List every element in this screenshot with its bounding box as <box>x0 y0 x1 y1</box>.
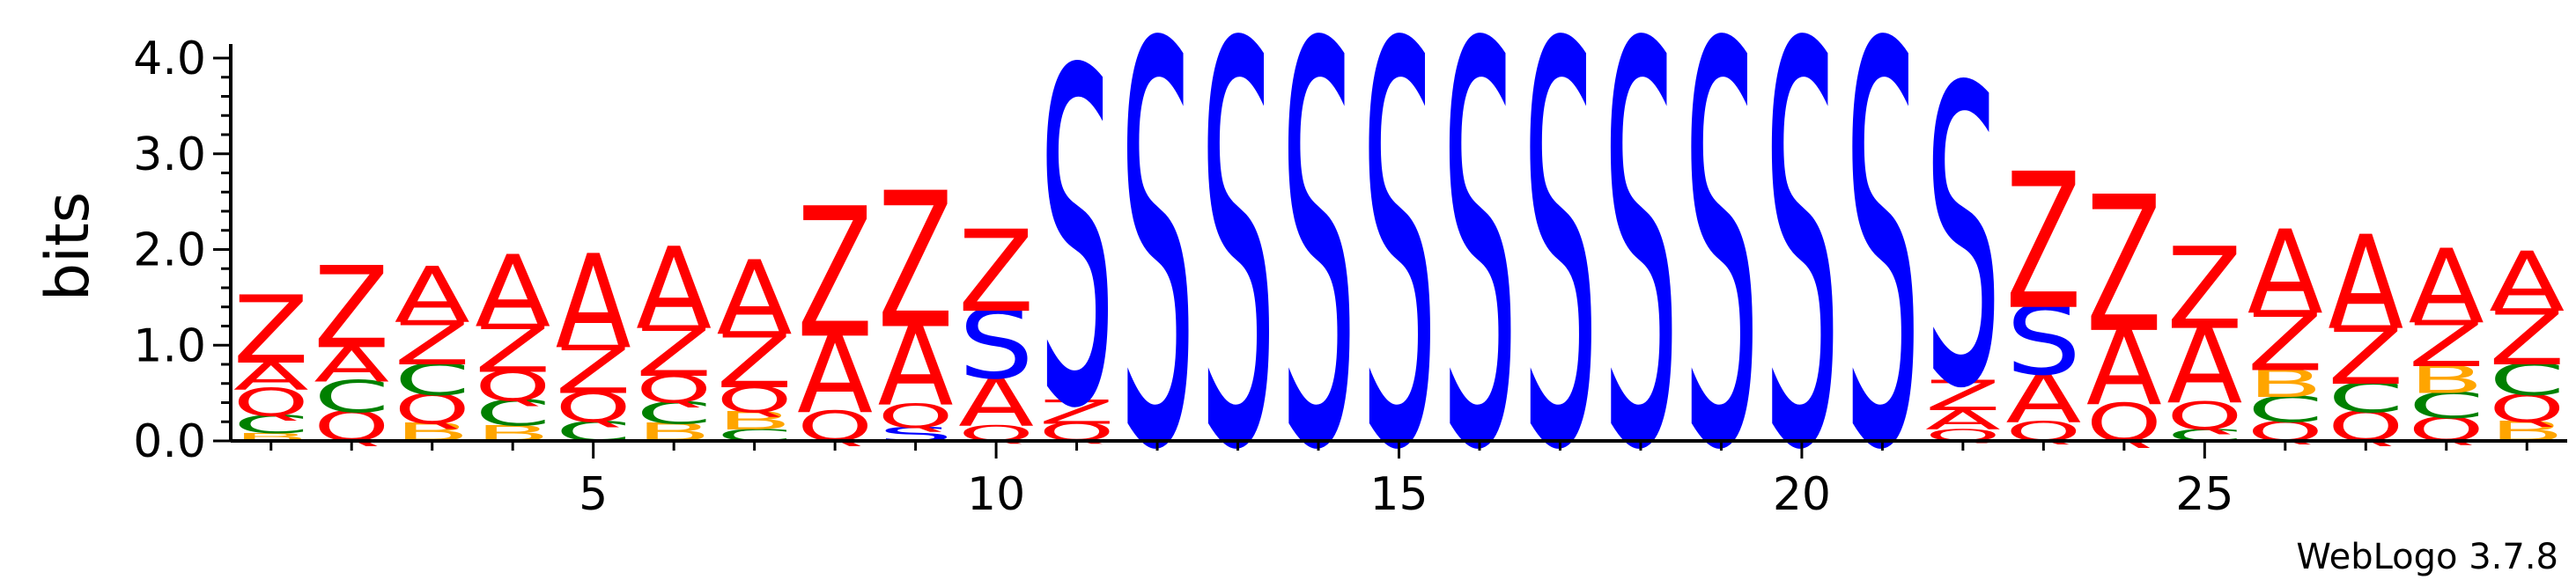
logo-letter-s: S <box>1925 2 2001 479</box>
logo-letter-s: S <box>1603 0 1679 571</box>
logo-letter-c: C <box>395 355 470 406</box>
logo-letter-a: A <box>2328 209 2403 359</box>
logo-letter-z: Z <box>958 206 1034 338</box>
logo-letter-a: A <box>233 354 309 399</box>
logo-letter-z: Z <box>717 316 793 406</box>
logo-letter-z: Z <box>2005 135 2081 352</box>
logo-letter-z: Z <box>797 169 873 378</box>
logo-letter-c: C <box>314 372 389 423</box>
logo-letter-s: S <box>1844 0 1920 571</box>
logo-letter-z: Z <box>2409 308 2484 382</box>
logo-letter-q: Q <box>878 397 954 436</box>
logo-letter-z: Z <box>395 308 470 378</box>
logo-letter-q: Q <box>2166 393 2242 438</box>
logo-letter-a: A <box>958 362 1034 442</box>
logo-letter-c: C <box>2248 389 2323 430</box>
logo-letter-stacks: BCQAZQCAZBQCZABCQZACQZABCQZACBQZAQAZSQAZ… <box>233 0 2565 571</box>
x-axis: 5 10 15 20 25 <box>231 439 2567 521</box>
y-tick-label: 1.0 <box>133 319 206 372</box>
logo-letter-a: A <box>475 235 550 350</box>
logo-letter-z: Z <box>1039 393 1115 432</box>
weblogo-credit: WebLogo 3.7.8 <box>2296 537 2558 577</box>
logo-letter-a: A <box>2409 229 2484 347</box>
logo-letter-z: Z <box>2086 158 2162 375</box>
y-tick-label: 3.0 <box>133 128 206 181</box>
logo-letter-s: S <box>2005 285 2081 397</box>
logo-letter-q: Q <box>717 379 793 421</box>
logo-letter-s: S <box>958 290 1034 401</box>
logo-letter-c: C <box>475 393 550 434</box>
x-tick-label: 15 <box>1369 468 1428 521</box>
x-tick-label: 10 <box>967 468 1025 521</box>
y-axis-title: bits <box>33 192 103 301</box>
y-tick-label: 2.0 <box>133 224 206 277</box>
logo-letter-b: B <box>2248 362 2323 407</box>
logo-letter-q: Q <box>233 380 309 425</box>
logo-letter-a: A <box>2005 358 2081 438</box>
logo-letter-s: S <box>1522 0 1598 571</box>
logo-letter-s: S <box>1119 0 1195 571</box>
logo-letter-a: A <box>395 251 470 341</box>
logo-letter-s: S <box>1362 0 1437 571</box>
logo-letter-z: Z <box>2328 309 2403 402</box>
logo-letter-q: Q <box>636 367 712 412</box>
logo-letter-a: A <box>797 311 873 439</box>
logo-letter-z: Z <box>2489 293 2565 383</box>
logo-letter-q: Q <box>556 384 631 432</box>
logo-letter-b: B <box>717 407 793 436</box>
logo-letter-a: A <box>556 228 631 378</box>
x-tick-label: 25 <box>2175 468 2233 521</box>
logo-letter-z: Z <box>233 276 309 385</box>
logo-letter-z: Z <box>2248 294 2323 390</box>
logo-letter-z: Z <box>314 242 389 374</box>
logo-letter-z: Z <box>556 333 631 409</box>
logo-letter-s: S <box>1039 0 1115 510</box>
y-axis: 0.0 1.0 2.0 3.0 4.0 <box>133 33 233 468</box>
logo-letter-z: Z <box>878 153 954 371</box>
logo-letter-c: C <box>2489 355 2565 406</box>
logo-letter-c: C <box>2328 374 2403 422</box>
logo-letter-a: A <box>717 240 793 358</box>
logo-letter-s: S <box>1764 0 1840 571</box>
logo-letter-z: Z <box>1925 372 2001 420</box>
logo-letter-c: C <box>2409 385 2484 426</box>
logo-letter-a: A <box>2086 305 2162 430</box>
logo-letter-s: S <box>1683 0 1759 571</box>
logo-letter-q: Q <box>475 363 550 411</box>
logo-letter-b: B <box>2409 358 2484 403</box>
logo-letter-a: A <box>2248 207 2323 341</box>
logo-letter-a: A <box>2166 304 2242 429</box>
logo-letter-a: A <box>314 336 389 393</box>
logo-letter-c: C <box>233 410 309 439</box>
logo-letter-z: Z <box>2166 223 2242 355</box>
logo-letter-z: Z <box>636 312 712 393</box>
logo-letter-a: A <box>878 300 954 431</box>
logo-letter-a: A <box>636 224 712 355</box>
logo-letter-a: A <box>1925 404 2001 437</box>
logo-letter-a: A <box>2489 235 2565 331</box>
logo-letter-s: S <box>1442 0 1517 571</box>
logo-letter-c: C <box>636 396 712 431</box>
x-tick-label: 5 <box>579 468 608 521</box>
x-tick-label: 20 <box>1773 468 1831 521</box>
logo-letter-q: Q <box>395 385 470 434</box>
logo-letter-z: Z <box>475 312 550 388</box>
y-tick-label: 0.0 <box>133 415 206 468</box>
y-tick-label: 4.0 <box>133 33 206 85</box>
logo-letter-q: Q <box>2489 386 2565 431</box>
logo-letter-s: S <box>1200 0 1276 571</box>
logo-letter-s: S <box>1281 0 1356 571</box>
